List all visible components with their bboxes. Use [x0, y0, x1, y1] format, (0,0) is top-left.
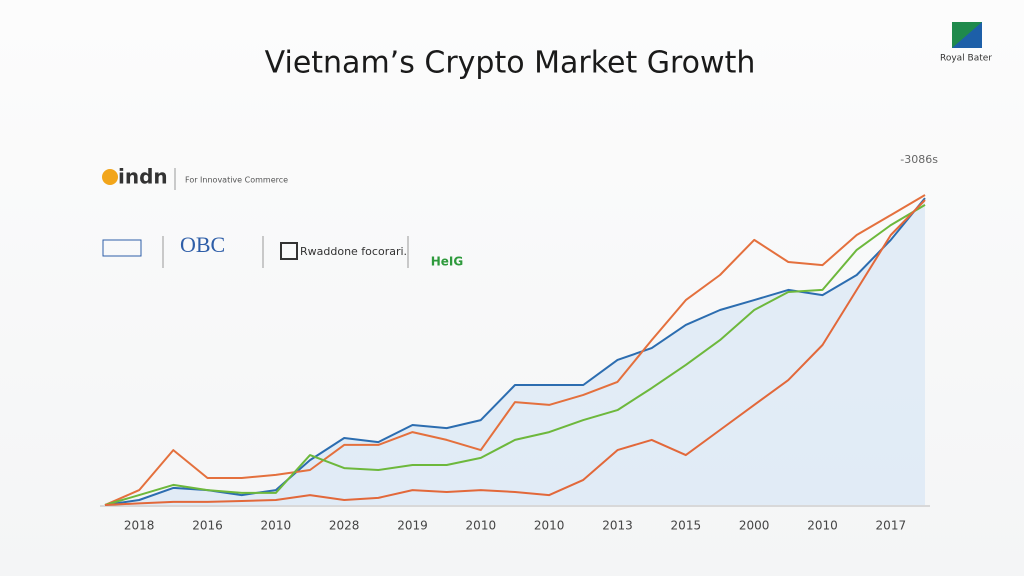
- x-tick-label: 2019: [397, 519, 428, 533]
- brand-name: Royal Bater: [940, 54, 992, 64]
- line: [104, 197, 926, 506]
- x-tick-label: 2010: [534, 519, 565, 533]
- logo-icon: [102, 169, 118, 185]
- x-tick-label: 2018: [124, 519, 155, 533]
- x-tick-label: 2016: [192, 519, 223, 533]
- x-tick-label: 2010: [466, 519, 497, 533]
- x-tick-label: 2010: [807, 519, 838, 533]
- x-tick-label: 2028: [329, 519, 360, 533]
- logo-icon: [280, 242, 298, 260]
- line: [104, 199, 926, 506]
- area: [105, 198, 925, 505]
- x-tick-label: 2000: [739, 519, 770, 533]
- logo: indn: [118, 165, 168, 189]
- x-tick-label: 2017: [876, 519, 907, 533]
- logo-box: [102, 239, 142, 257]
- logo: Rwaddone focorari.: [300, 245, 407, 258]
- x-tick-label: 2013: [602, 519, 633, 533]
- line: [104, 204, 926, 506]
- brand-logo-part: [952, 22, 982, 48]
- chart-title: Vietnam’s Crypto Market Growth: [265, 46, 756, 81]
- logo: HeIG: [431, 255, 464, 269]
- annotation: -3086s: [900, 153, 938, 166]
- line: [104, 194, 926, 506]
- x-tick-label: 2015: [671, 519, 702, 533]
- logo-caption: For Innovative Commerce: [185, 176, 288, 185]
- logo: OBC: [180, 232, 225, 257]
- x-tick-label: 2010: [261, 519, 292, 533]
